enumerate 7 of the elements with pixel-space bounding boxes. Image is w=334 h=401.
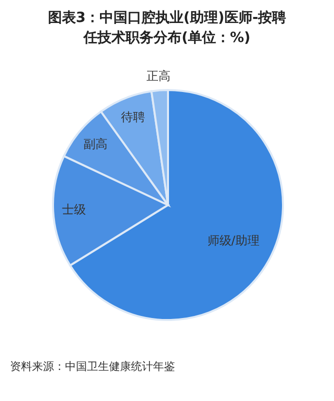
slice-label: 师级/助理 xyxy=(207,234,260,248)
slice-label: 正高 xyxy=(146,68,171,83)
slice-label: 副高 xyxy=(84,136,108,151)
chart-title: 图表3：中国口腔执业(助理)医师-按聘任技术职务分布(单位：%) xyxy=(48,9,286,46)
slice-label: 待聘 xyxy=(120,110,145,124)
slice-label: 士级 xyxy=(62,202,86,217)
text: 资料来源：中国卫生健康统计年鉴 xyxy=(10,360,175,373)
